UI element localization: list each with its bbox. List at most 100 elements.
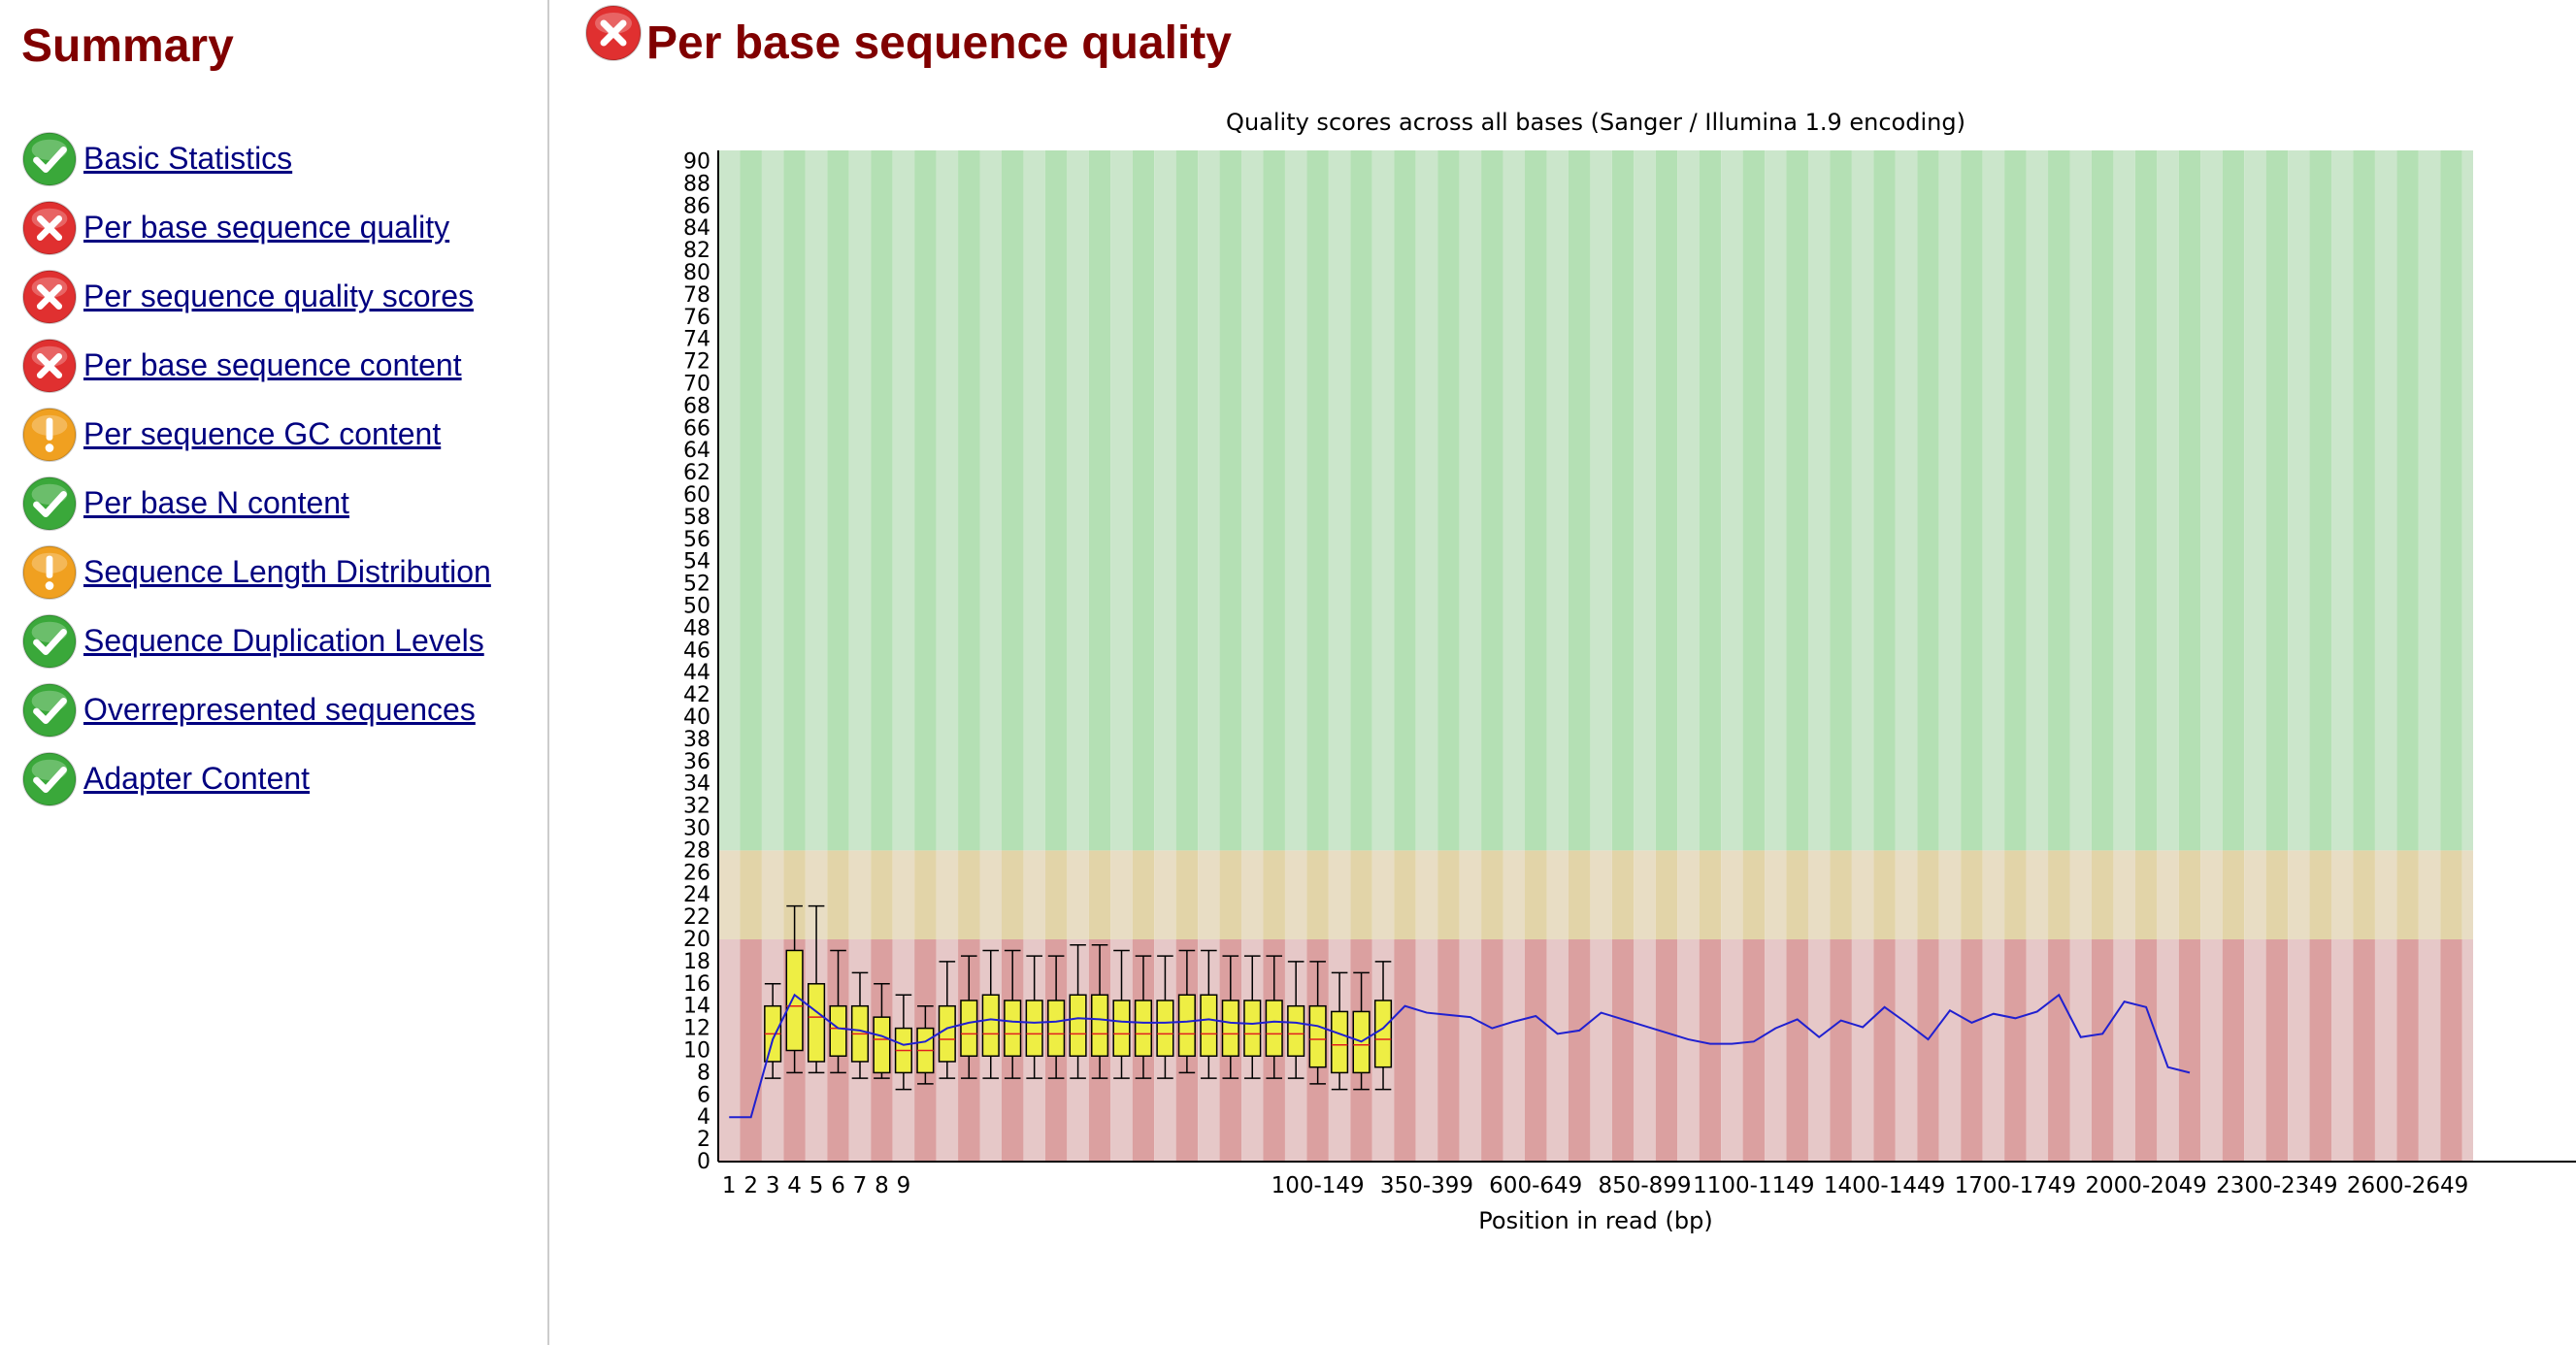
box-3 [764, 983, 782, 1079]
summary-item-sequence-duplication-levels: Sequence Duplication Levels [21, 607, 491, 675]
box-20-24 [960, 955, 978, 1079]
box-iqr [1047, 1000, 1066, 1057]
x-tick-label: 100-149 [1271, 1173, 1365, 1198]
box-65-69 [1156, 955, 1174, 1079]
pass-icon [21, 131, 78, 186]
box-iqr [1069, 994, 1087, 1057]
summary-link-per-base-n-content[interactable]: Per base N content [83, 485, 349, 520]
box-iqr [960, 1000, 978, 1057]
y-tick-label: 60 [683, 483, 710, 508]
box-35-39 [1025, 955, 1043, 1079]
x-tick-label: 2 [743, 1173, 758, 1198]
x-tick-label: 600-649 [1489, 1173, 1582, 1198]
box-7 [850, 971, 870, 1079]
box-iqr [873, 1016, 891, 1074]
box-95-99 [1287, 961, 1305, 1079]
box-iqr [1265, 1000, 1283, 1057]
y-tick-label: 50 [683, 594, 710, 618]
y-tick-label: 54 [683, 550, 710, 574]
box-iqr [808, 983, 826, 1063]
box-iqr [1156, 1000, 1174, 1057]
box-150-199 [1331, 971, 1349, 1091]
x-tick-label: 7 [853, 1173, 868, 1198]
x-tick-label: 850-899 [1598, 1173, 1691, 1198]
y-tick-label: 72 [683, 350, 710, 375]
y-tick-label: 36 [683, 750, 710, 774]
y-tick-label: 84 [683, 216, 710, 241]
box-40-44 [1047, 955, 1066, 1079]
summary-item-per-sequence-gc-content: Per sequence GC content [21, 400, 491, 469]
box-4 [785, 904, 804, 1074]
fail-icon [585, 5, 642, 61]
y-tick-label: 40 [683, 705, 710, 730]
box-iqr [1243, 1000, 1262, 1057]
x-tick-label: 1700-1749 [1955, 1173, 2076, 1198]
box-iqr [1112, 1000, 1131, 1057]
summary-item-per-base-sequence-content: Per base sequence content [21, 331, 491, 400]
summary-link-overrepresented-sequences[interactable]: Overrepresented sequences [83, 692, 476, 727]
box-iqr [938, 1004, 956, 1063]
summary-link-sequence-duplication-levels[interactable]: Sequence Duplication Levels [83, 623, 484, 658]
box-iqr [785, 949, 804, 1052]
pass-icon [21, 476, 78, 531]
y-tick-label: 74 [683, 328, 710, 352]
x-tick-label: 1 [722, 1173, 737, 1198]
y-tick-label: 0 [697, 1150, 710, 1174]
summary-list: Basic Statistics Per base sequence quali… [21, 124, 491, 813]
summary-link-sequence-length-distribution[interactable]: Sequence Length Distribution [83, 554, 491, 589]
y-tick-label: 30 [683, 816, 710, 840]
module-header: Per base sequence quality [584, 4, 1232, 69]
y-tick-label: 52 [683, 573, 710, 597]
y-tick-label: 80 [683, 261, 710, 285]
summary-link-adapter-content[interactable]: Adapter Content [83, 761, 311, 796]
y-tick-label: 20 [683, 928, 710, 952]
y-tick-label: 22 [683, 905, 710, 930]
box-5 [808, 904, 826, 1074]
y-tick-label: 24 [683, 883, 710, 907]
summary-item-adapter-content: Adapter Content [21, 744, 491, 813]
summary-title: Summary [21, 20, 234, 72]
x-tick-label: 3 [766, 1173, 780, 1198]
box-90-94 [1265, 955, 1283, 1079]
summary-link-per-sequence-quality-scores[interactable]: Per sequence quality scores [83, 279, 474, 313]
summary-link-basic-statistics[interactable]: Basic Statistics [83, 141, 293, 176]
pass-icon [21, 751, 78, 806]
y-tick-label: 66 [683, 416, 710, 441]
summary-link-per-base-sequence-quality[interactable]: Per base sequence quality [83, 210, 450, 245]
x-axis-label: Position in read (bp) [1478, 1207, 1712, 1234]
box-8 [873, 983, 891, 1079]
x-tick-label: 1400-1449 [1824, 1173, 1945, 1198]
y-tick-label: 48 [683, 616, 710, 640]
y-tick-label: 34 [683, 772, 710, 797]
y-tick-label: 70 [683, 372, 710, 396]
x-tick-label: 350-399 [1380, 1173, 1473, 1198]
y-tick-label: 32 [683, 795, 710, 819]
mean-quality-line [729, 993, 2191, 1119]
x-tick-label: 2300-2349 [2216, 1173, 2337, 1198]
box-iqr [1287, 1004, 1305, 1057]
y-tick-label: 90 [683, 149, 710, 174]
x-tick-label: 1100-1149 [1693, 1173, 1814, 1198]
x-tick-label: 9 [897, 1173, 911, 1198]
box-6 [829, 949, 847, 1074]
box-30-34 [1004, 949, 1022, 1079]
summary-link-per-base-sequence-content[interactable]: Per base sequence content [83, 347, 462, 382]
y-tick-label: 44 [683, 661, 710, 685]
summary-link-per-sequence-gc-content[interactable]: Per sequence GC content [83, 416, 442, 451]
x-tick-label: 2600-2649 [2347, 1173, 2468, 1198]
box-70-74 [1177, 949, 1196, 1074]
y-tick-label: 76 [683, 306, 710, 330]
y-tick-label: 58 [683, 506, 710, 530]
fail-icon [21, 338, 78, 393]
box-iqr [1373, 1000, 1393, 1068]
y-tick-label: 26 [683, 861, 710, 885]
y-tick-label: 78 [683, 283, 710, 308]
y-tick-label: 56 [683, 528, 710, 552]
y-tick-label: 28 [683, 838, 710, 863]
quality-boxplot-chart: 0246810121416182022242628303234363840424… [683, 109, 2576, 1234]
summary-item-overrepresented-sequences: Overrepresented sequences [21, 675, 491, 744]
summary-item-sequence-length-distribution: Sequence Length Distribution [21, 538, 491, 607]
box-60-64 [1134, 955, 1153, 1079]
chart-title: Quality scores across all bases (Sanger … [1226, 109, 1965, 136]
y-tick-label: 62 [683, 461, 710, 485]
